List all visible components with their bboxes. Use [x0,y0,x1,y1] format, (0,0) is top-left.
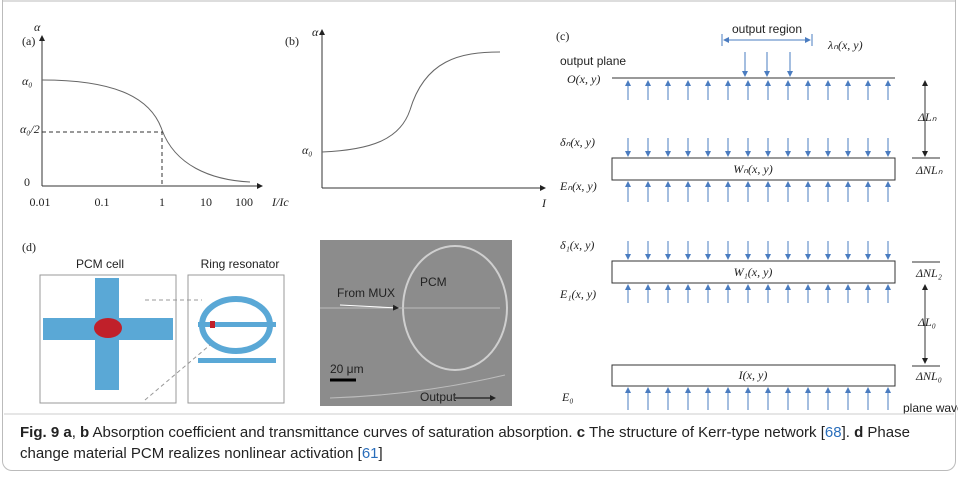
image-annotation: From MUX [337,286,395,300]
figure-number: Fig. 9 [20,424,60,441]
reference-link[interactable]: 68 [824,424,842,441]
output-region-label: output region [732,22,802,36]
x-axis-label: I/Ic [271,195,289,209]
y-tick-label: α₀ [302,143,312,157]
panel-a [39,35,263,189]
caption-text: ] [378,445,383,462]
panel-label: (c) [556,29,569,43]
distance-label: ΔLₙ [917,110,937,124]
image-title: PCM cell [76,257,124,271]
x-tick-label: 0.01 [30,195,51,209]
caption-text: d [854,424,864,441]
figure-frame [2,0,956,471]
x-tick-label: 10 [200,195,212,209]
field-label: δₙ(x, y) [560,135,595,149]
x-axis-label: I [541,196,547,210]
field-label: δ₁(x, y) [560,238,594,252]
caption-text: a [63,424,72,441]
x-tick-label: 1 [159,195,165,209]
panel-c [611,34,940,410]
distance-label: ΔL₀ [917,315,936,329]
layer-label: Wₙ(x, y) [733,162,772,176]
x-tick-label: 0.1 [95,195,110,209]
scale-bar-label: 20 μm [330,362,364,376]
plane-wave-label: plane wave [903,401,958,415]
caption: Fig. 9 a, b Absorption coefficient and t… [20,422,930,464]
caption-text: ]. [841,424,855,441]
field-label: Eₙ(x, y) [559,179,597,193]
field-label: O(x, y) [567,72,600,86]
caption-text: The structure of Kerr-type network [ [585,424,825,441]
y-tick-label: 0 [24,175,30,189]
reference-link[interactable]: 61 [361,445,379,462]
field-label: E₀ [561,390,574,404]
panel-label: (b) [285,34,299,48]
panel-b [319,29,546,191]
layer-label: I(x, y) [738,368,768,382]
distance-label: ΔNL₀ [915,369,942,383]
image-annotation: Output [420,390,457,404]
y-axis-label: α [312,25,319,39]
x-tick-label: 100 [235,195,253,209]
field-label: E₁(x, y) [559,287,596,301]
y-tick-label: α₀/2 [20,122,40,136]
image-title: Ring resonator [201,257,280,271]
caption-text: c [576,424,586,441]
panel-label: (a) [22,34,35,48]
y-axis-label: α [34,20,41,34]
caption-text: Absorption coefficient and transmittance… [89,424,577,441]
caption-text: Phase change material PCM realizes nonli… [20,424,910,462]
caption-text: b [80,424,90,441]
output-plane-label: output plane [560,54,626,68]
image-annotation: PCM [420,275,447,289]
panel-d [39,240,512,406]
distance-label: ΔNLₙ [915,163,943,177]
distance-label: ΔNL₂ [915,266,942,280]
caption-text: , [71,424,81,441]
panel-label: (d) [22,240,36,254]
layer-label: W₁(x, y) [734,265,773,279]
wavelength-label: λₙ(x, y) [827,38,863,52]
figure: (a) α α₀ α₀/2 0 0.01 0.1 1 10 100 I/Ic (… [2,0,958,415]
y-tick-label: α₀ [22,74,32,88]
